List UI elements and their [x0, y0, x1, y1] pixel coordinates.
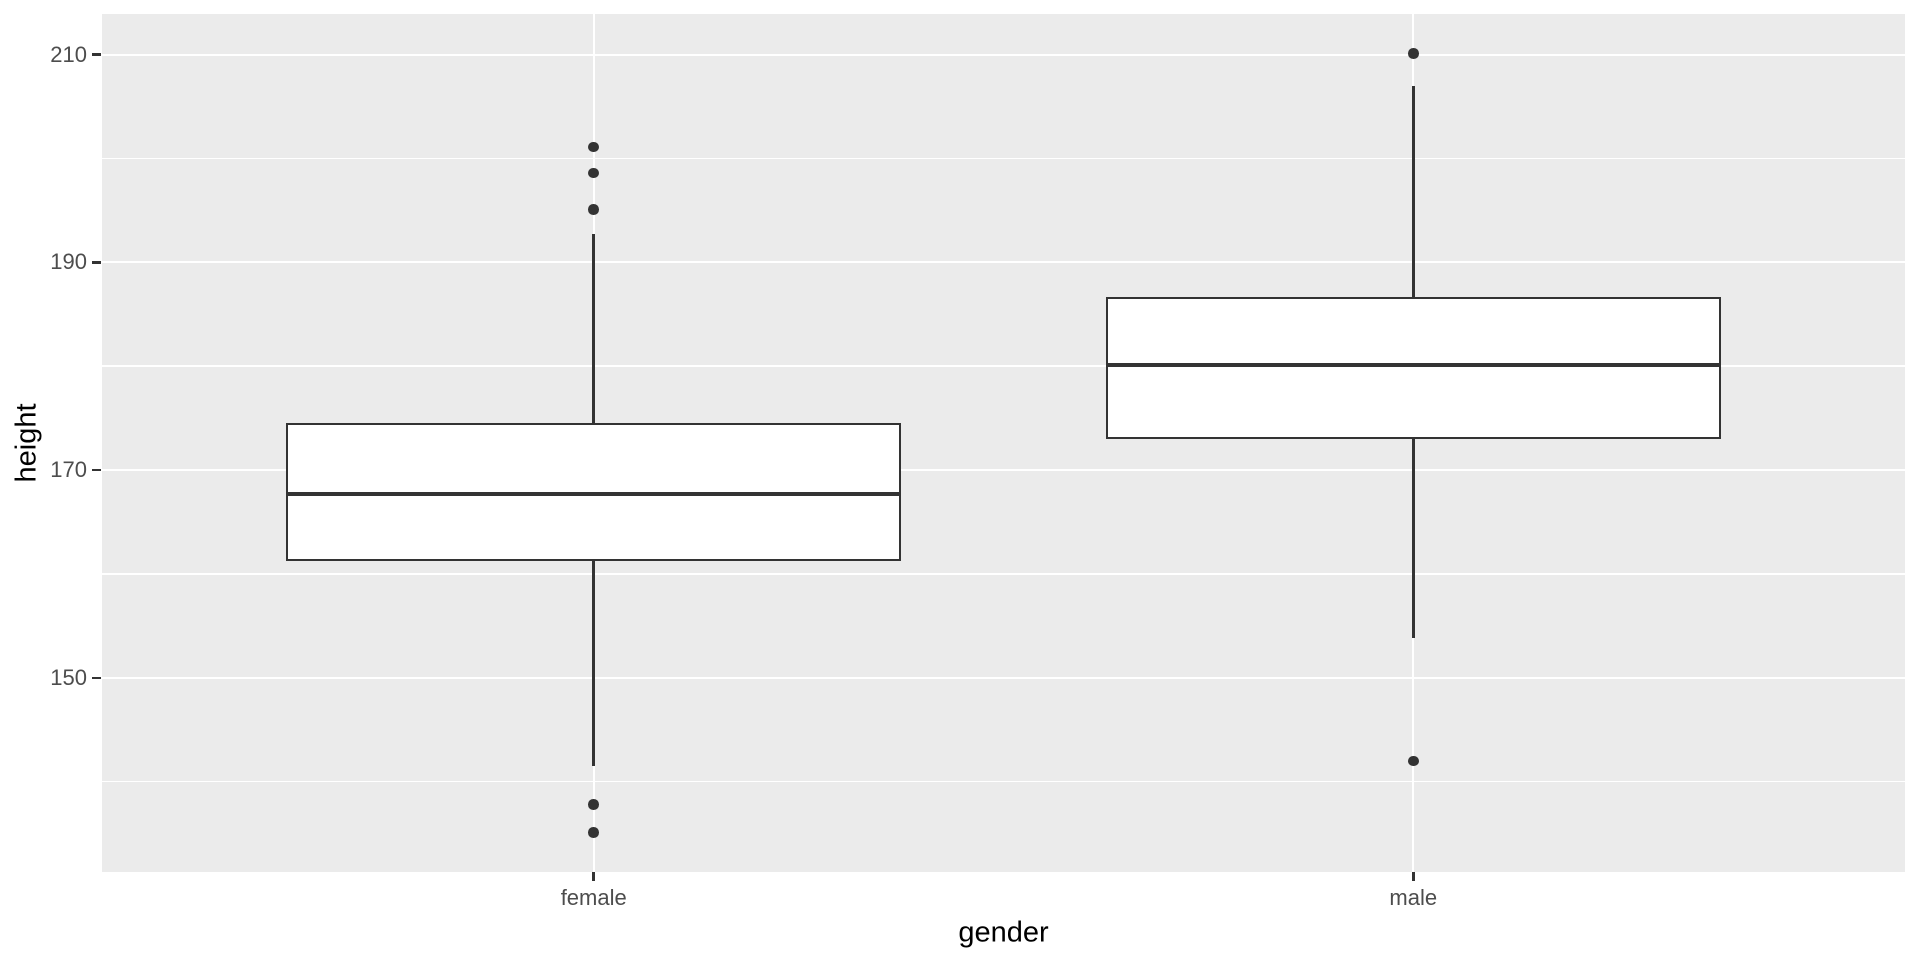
y-tick-label-190: 190: [50, 249, 87, 275]
outlier-dot-female-201.1: [588, 141, 599, 153]
gridline-minor-140: [102, 780, 1905, 783]
y-tick-label-210: 210: [50, 41, 87, 67]
x-tick-male: [1412, 872, 1415, 881]
outlier-dot-female-198.6: [588, 167, 599, 179]
whisker-lower-female: [592, 561, 595, 767]
gridline-major-150: [102, 676, 1905, 679]
y-axis-title: height: [10, 403, 43, 483]
x-tick-label-female: female: [560, 885, 627, 910]
box-male: [1105, 296, 1721, 439]
outlier-dot-male-210.1: [1408, 48, 1419, 59]
y-tick-190: [92, 261, 101, 264]
outlier-dot-female-137.8: [588, 799, 599, 810]
median-line-female: [286, 491, 902, 497]
median-line-male: [1105, 362, 1721, 368]
x-axis-title: gender: [958, 916, 1049, 949]
y-tick-210: [92, 53, 101, 56]
outlier-dot-female-195.1: [588, 204, 599, 215]
outlier-dot-male-142: [1408, 755, 1419, 767]
x-tick-female: [592, 872, 595, 881]
y-tick-150: [92, 676, 101, 679]
whisker-upper-female: [592, 234, 595, 424]
y-tick-label-170: 170: [50, 457, 87, 482]
gridline-major-190: [102, 261, 1905, 264]
y-tick-170: [92, 468, 101, 472]
outlier-dot-female-135.1: [588, 827, 599, 838]
gridline-major-210: [102, 53, 1905, 56]
whisker-upper-male: [1412, 85, 1415, 297]
whisker-lower-male: [1412, 438, 1415, 639]
gridline-minor-160: [102, 573, 1905, 575]
gridline-minor-200: [102, 157, 1905, 160]
gridline-minor-180: [102, 365, 1905, 367]
gridline-major-170: [102, 469, 1905, 471]
plot-panel: [102, 14, 1905, 872]
y-tick-label-150: 150: [50, 664, 87, 690]
x-tick-label-male: male: [1389, 885, 1438, 910]
